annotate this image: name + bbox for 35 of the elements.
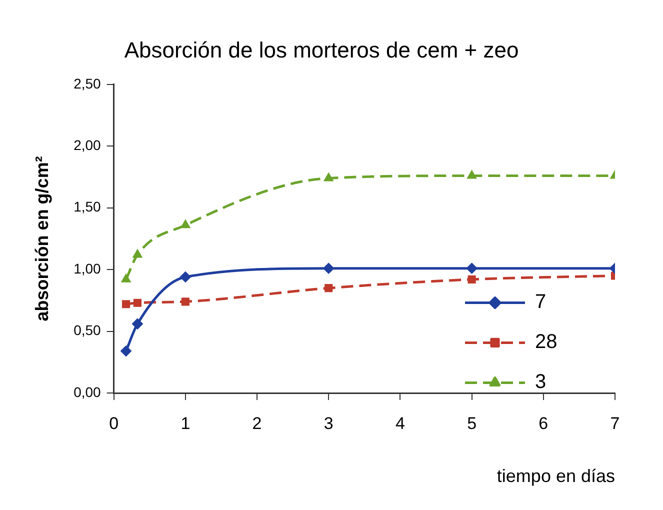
legend-label: 3 — [535, 371, 546, 394]
y-axis-title: absorción en g/cm² — [32, 156, 52, 322]
y-tick-label: 0,50 — [74, 322, 102, 338]
point — [466, 262, 478, 274]
point — [323, 262, 334, 274]
point — [324, 284, 333, 292]
x-tick-label: 4 — [395, 414, 405, 433]
point — [468, 275, 476, 284]
x-tick-label: 5 — [467, 414, 477, 433]
point — [466, 170, 477, 179]
x-tick-label: 0 — [109, 414, 119, 433]
point — [324, 172, 334, 182]
y-tick-label: 0,00 — [74, 384, 102, 400]
x-tick-label: 1 — [180, 414, 190, 433]
y-tick-label: 1,00 — [74, 260, 102, 276]
point — [121, 274, 131, 282]
legend-label: 28 — [535, 331, 558, 354]
x-tick-label: 3 — [324, 414, 334, 433]
point — [122, 300, 130, 308]
legend-label: 7 — [535, 291, 546, 314]
x-tick-label: 6 — [538, 414, 548, 433]
y-tick-label: 2,00 — [74, 136, 102, 153]
x-axis-title: tiempo en días — [496, 466, 615, 486]
point — [132, 318, 143, 330]
point — [180, 271, 191, 282]
point — [181, 298, 190, 306]
point — [133, 298, 142, 307]
point — [180, 220, 190, 228]
x-tick-label: 2 — [252, 414, 262, 433]
chart-title: Absorción de los morteros de cem + zeo — [124, 37, 519, 62]
x-tick-label: 7 — [610, 414, 620, 433]
y-tick-label: 2,50 — [74, 75, 102, 92]
point — [132, 249, 142, 258]
y-tick-label: 1,50 — [74, 198, 102, 215]
point — [120, 346, 132, 357]
